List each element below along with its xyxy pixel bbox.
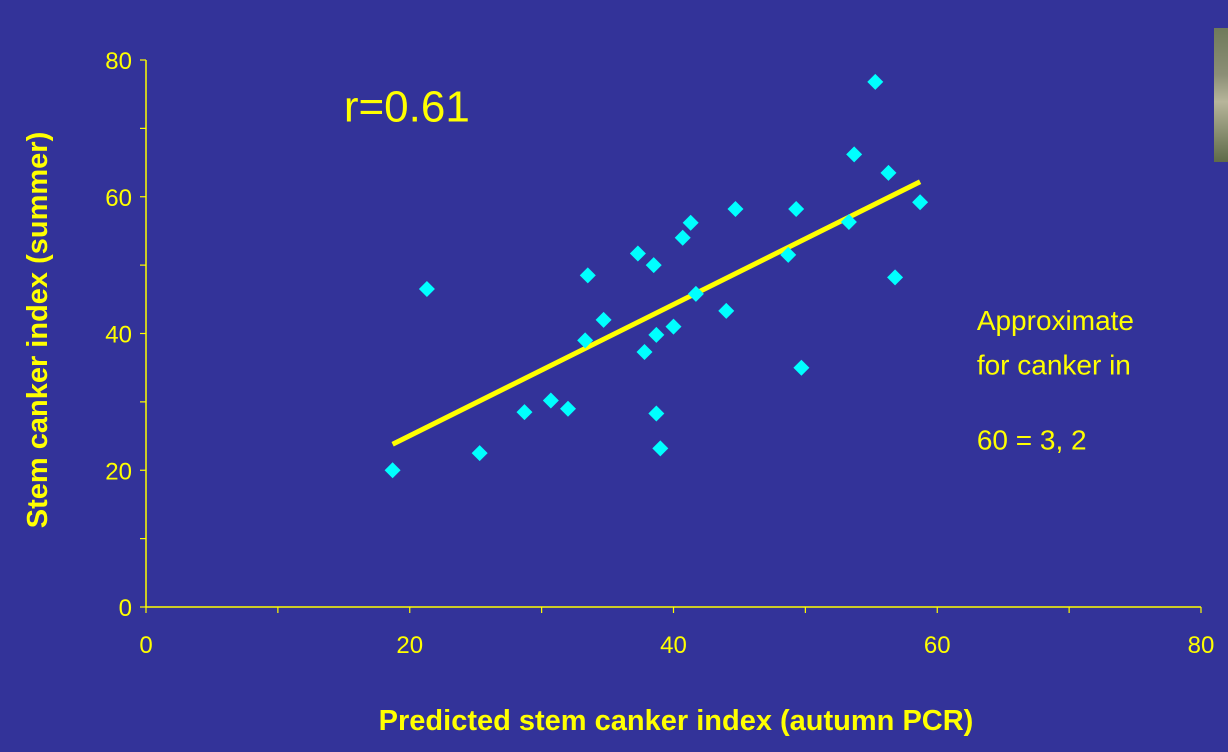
data-point (780, 246, 797, 263)
y-tick-label: 60 (105, 185, 132, 212)
data-point (648, 326, 665, 343)
trendline (391, 179, 922, 447)
correlation-annotation: r=0.61 (344, 83, 470, 132)
crop-photo-thumbnail (1214, 28, 1228, 162)
x-tick-labels: 0 20 40 60 80 (139, 632, 1214, 659)
annotations: r=0.61 Approximate for canker in 60 = 3, 2 (344, 83, 1134, 456)
data-point (579, 267, 596, 284)
data-point (652, 440, 669, 457)
y-tick-label: 0 (119, 595, 132, 622)
y-tick-label: 20 (105, 458, 132, 485)
data-point (793, 359, 810, 376)
data-point (846, 146, 863, 163)
y-tick-label: 80 (105, 48, 132, 75)
data-point (629, 245, 646, 262)
y-axis-title: Stem canker index (summer) (22, 132, 54, 528)
data-point (665, 318, 682, 335)
data-point (577, 332, 594, 349)
data-point (912, 194, 929, 211)
x-tick-label: 0 (139, 632, 152, 659)
note-annotation: 60 = 3, 2 (977, 425, 1087, 456)
data-point (542, 392, 559, 409)
data-point (384, 462, 401, 479)
note-annotation: for canker in (977, 350, 1131, 381)
y-tick-labels: 0 20 40 60 80 (105, 48, 132, 622)
data-point (840, 214, 857, 231)
data-point (674, 229, 691, 246)
y-tick-label: 40 (105, 322, 132, 349)
note-annotation: Approximate (977, 305, 1134, 336)
data-points (384, 73, 929, 479)
x-tick-label: 60 (924, 632, 951, 659)
data-point (595, 311, 612, 328)
data-point (718, 302, 735, 319)
data-point (727, 201, 744, 218)
x-tick-label: 20 (396, 632, 423, 659)
data-point (648, 405, 665, 422)
data-point (418, 281, 435, 298)
x-tick-label: 40 (660, 632, 687, 659)
data-point (880, 164, 897, 181)
axis-ticks (140, 59, 1202, 613)
data-point (682, 214, 699, 231)
data-point (516, 404, 533, 421)
data-point (471, 445, 488, 462)
data-point (788, 201, 805, 218)
data-point (867, 73, 884, 90)
data-point (887, 269, 904, 286)
data-point (636, 343, 653, 360)
x-tick-label: 80 (1188, 632, 1215, 659)
x-axis-title: Predicted stem canker index (autumn PCR) (379, 705, 974, 737)
data-point (645, 257, 662, 274)
data-point (560, 400, 576, 417)
data-point (687, 285, 704, 302)
